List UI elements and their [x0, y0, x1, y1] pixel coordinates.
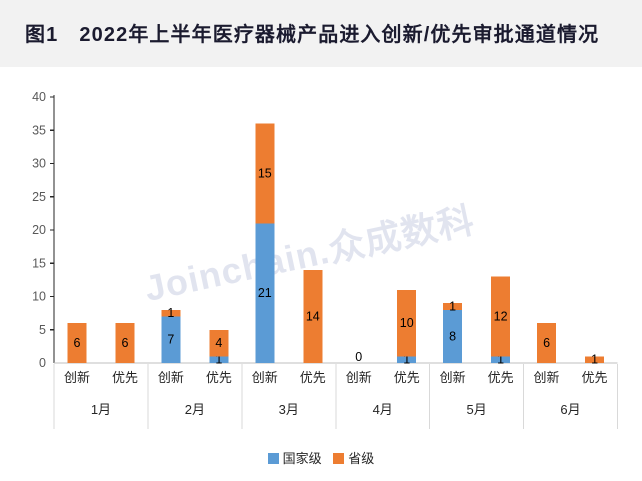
svg-text:创新: 创新 — [534, 370, 560, 385]
svg-text:优先: 优先 — [206, 370, 232, 385]
svg-text:创新: 创新 — [346, 370, 372, 385]
svg-text:创新: 创新 — [64, 370, 90, 385]
svg-text:25: 25 — [32, 190, 46, 204]
svg-text:6: 6 — [73, 336, 80, 350]
svg-text:6月: 6月 — [560, 402, 580, 417]
svg-text:1月: 1月 — [91, 402, 111, 417]
svg-text:40: 40 — [32, 90, 46, 104]
svg-text:14: 14 — [306, 309, 320, 323]
svg-text:4月: 4月 — [373, 402, 393, 417]
svg-text:15: 15 — [32, 256, 46, 270]
svg-text:创新: 创新 — [158, 370, 184, 385]
svg-text:0: 0 — [39, 356, 46, 370]
svg-text:6: 6 — [121, 336, 128, 350]
svg-text:创新: 创新 — [252, 370, 278, 385]
svg-text:12: 12 — [494, 309, 508, 323]
svg-text:30: 30 — [32, 157, 46, 171]
svg-text:10: 10 — [400, 316, 414, 330]
svg-text:6: 6 — [543, 336, 550, 350]
svg-text:5: 5 — [39, 323, 46, 337]
svg-text:优先: 优先 — [112, 370, 138, 385]
svg-text:1: 1 — [167, 306, 174, 320]
svg-text:2月: 2月 — [185, 402, 205, 417]
svg-text:20: 20 — [32, 223, 46, 237]
svg-text:7: 7 — [167, 333, 174, 347]
svg-text:1: 1 — [591, 353, 598, 367]
svg-text:5月: 5月 — [467, 402, 487, 417]
svg-text:优先: 优先 — [582, 370, 608, 385]
svg-text:创新: 创新 — [440, 370, 466, 385]
svg-text:35: 35 — [32, 123, 46, 137]
svg-text:8: 8 — [449, 329, 456, 343]
svg-text:21: 21 — [258, 286, 272, 300]
svg-text:15: 15 — [258, 166, 272, 180]
svg-text:3月: 3月 — [279, 402, 299, 417]
svg-text:0: 0 — [355, 350, 362, 364]
svg-text:优先: 优先 — [488, 370, 514, 385]
svg-text:1: 1 — [449, 299, 456, 313]
svg-text:10: 10 — [32, 290, 46, 304]
svg-text:优先: 优先 — [394, 370, 420, 385]
svg-text:优先: 优先 — [300, 370, 326, 385]
svg-text:4: 4 — [215, 336, 222, 350]
